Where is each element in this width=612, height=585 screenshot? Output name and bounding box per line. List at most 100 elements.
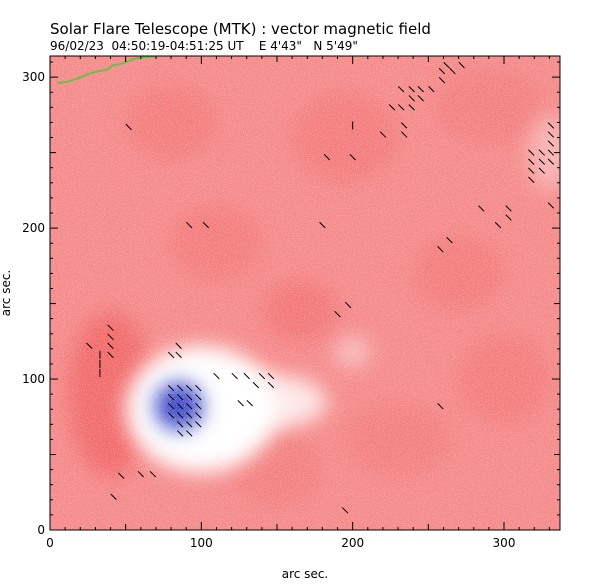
field-vector-11 bbox=[110, 493, 117, 500]
field-vector-32 bbox=[176, 421, 184, 428]
field-vector-7 bbox=[107, 351, 114, 359]
field-vector-66 bbox=[438, 76, 446, 84]
field-vector-72 bbox=[446, 236, 453, 244]
x-tick-label-300: 300 bbox=[493, 536, 516, 550]
field-vector-58 bbox=[397, 104, 405, 111]
field-vector-75 bbox=[505, 214, 512, 221]
y-tick-label-0: 0 bbox=[37, 523, 45, 537]
field-vector-82 bbox=[538, 167, 546, 174]
field-vector-35 bbox=[176, 430, 184, 437]
field-vector-45 bbox=[246, 400, 253, 407]
field-vector-29 bbox=[176, 412, 184, 419]
field-vector-12 bbox=[125, 123, 132, 131]
field-vector-67 bbox=[438, 67, 446, 75]
field-vector-14 bbox=[175, 342, 182, 350]
field-vector-65 bbox=[428, 86, 435, 93]
field-vector-28 bbox=[167, 412, 175, 419]
field-vector-88 bbox=[547, 122, 555, 129]
contour-line bbox=[57, 56, 157, 85]
field-vector-60 bbox=[417, 95, 424, 102]
field-vector-53 bbox=[400, 131, 408, 138]
field-vector-16 bbox=[167, 384, 175, 392]
x-axis-label: arc sec. bbox=[282, 567, 328, 581]
field-vector-87 bbox=[547, 131, 555, 138]
noise-texture bbox=[50, 56, 560, 530]
field-vector-31 bbox=[195, 412, 202, 419]
field-vector-0 bbox=[86, 342, 93, 350]
field-vector-13 bbox=[167, 351, 175, 359]
field-vector-89 bbox=[547, 202, 555, 209]
field-vector-63 bbox=[408, 86, 415, 93]
y-tick-label-100: 100 bbox=[22, 372, 45, 386]
field-vector-61 bbox=[408, 95, 415, 102]
field-vector-56 bbox=[344, 301, 352, 309]
field-vector-81 bbox=[528, 167, 535, 174]
field-vector-4 bbox=[107, 324, 114, 331]
tick-labels: 0 100 200 300 0 100 200 300 bbox=[22, 70, 515, 550]
field-vector-64 bbox=[417, 86, 424, 93]
chart-subtitle: 96/02/23 04:50:19-04:51:25 UT E 4'43" N … bbox=[50, 39, 358, 53]
field-vector-40 bbox=[258, 372, 266, 380]
y-tick-label-300: 300 bbox=[22, 70, 45, 84]
axis-ticks bbox=[49, 56, 560, 531]
field-vector-24 bbox=[167, 403, 175, 410]
field-vector-17 bbox=[176, 384, 184, 392]
field-vector-36 bbox=[186, 430, 193, 437]
x-tick-label-0: 0 bbox=[46, 536, 54, 550]
field-vector-84 bbox=[547, 158, 555, 165]
field-vector-69 bbox=[458, 61, 465, 69]
field-vector-27 bbox=[195, 403, 202, 410]
field-vector-59 bbox=[408, 104, 415, 111]
field-vector-74 bbox=[505, 205, 512, 212]
field-vector-19 bbox=[195, 384, 202, 392]
field-vector-85 bbox=[547, 149, 555, 156]
field-vector-80 bbox=[538, 158, 546, 165]
field-vector-70 bbox=[443, 61, 450, 69]
field-vector-78 bbox=[528, 158, 535, 165]
field-vector-52 bbox=[379, 131, 387, 138]
field-vector-55 bbox=[334, 310, 341, 318]
plot-area bbox=[50, 56, 560, 530]
field-vector-38 bbox=[231, 372, 238, 380]
field-vector-20 bbox=[167, 393, 175, 401]
field-vector-46 bbox=[186, 221, 193, 229]
field-vector-43 bbox=[267, 381, 275, 389]
field-vector-39 bbox=[243, 372, 250, 380]
field-vector-47 bbox=[202, 221, 210, 229]
field-vector-37 bbox=[213, 372, 220, 380]
y-tick-label-200: 200 bbox=[22, 221, 45, 235]
field-vector-5 bbox=[107, 333, 114, 340]
field-vector-62 bbox=[397, 86, 405, 93]
field-vector-90 bbox=[437, 403, 444, 410]
field-vector-6 bbox=[107, 342, 114, 350]
y-axis-label: arc sec. bbox=[0, 270, 13, 316]
field-vector-22 bbox=[186, 393, 193, 401]
field-vector-77 bbox=[528, 149, 535, 156]
field-vector-15 bbox=[175, 351, 182, 359]
field-vector-73 bbox=[478, 205, 485, 212]
field-vector-10 bbox=[149, 470, 157, 478]
field-vector-25 bbox=[176, 403, 184, 410]
field-vector-30 bbox=[186, 412, 193, 419]
field-vector-86 bbox=[547, 140, 555, 147]
field-vector-41 bbox=[267, 372, 275, 380]
field-vector-83 bbox=[528, 176, 535, 183]
field-vector-91 bbox=[341, 507, 349, 514]
x-tick-label-200: 200 bbox=[341, 536, 364, 550]
field-vector-54 bbox=[400, 122, 408, 129]
field-vector-57 bbox=[388, 104, 396, 111]
field-vector-68 bbox=[449, 67, 456, 75]
field-vector-42 bbox=[252, 381, 259, 389]
field-vector-8 bbox=[117, 472, 125, 479]
field-vector-21 bbox=[176, 393, 184, 401]
field-vector-33 bbox=[186, 421, 193, 428]
field-vector-71 bbox=[437, 246, 444, 253]
field-vector-23 bbox=[195, 393, 202, 401]
field-vector-79 bbox=[538, 149, 546, 156]
vector-field-layer bbox=[86, 61, 555, 514]
chart-title: Solar Flare Telescope (MTK) : vector mag… bbox=[50, 20, 431, 38]
plot-frame bbox=[49, 55, 561, 531]
field-vector-9 bbox=[137, 470, 144, 478]
field-vector-49 bbox=[323, 153, 331, 161]
